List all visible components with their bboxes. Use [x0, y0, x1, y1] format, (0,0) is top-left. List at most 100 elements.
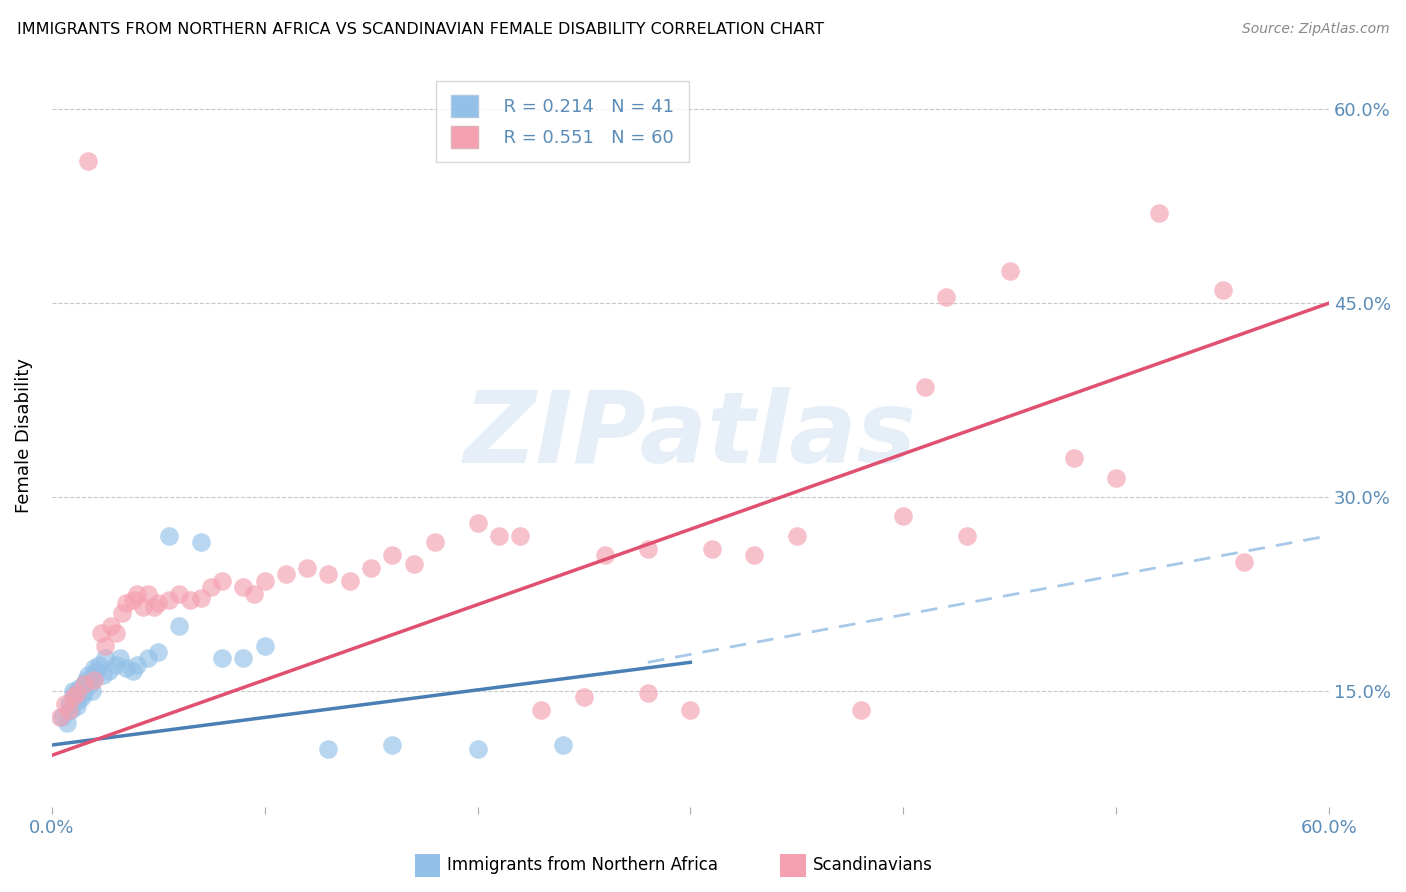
Point: [551, 738, 574, 752]
Point: [66, 686, 89, 700]
Point: [935, 290, 957, 304]
Point: [83, 660, 105, 674]
Point: [55, 716, 77, 731]
Point: [136, 587, 159, 601]
Point: [111, 606, 134, 620]
Legend:   R = 0.214   N = 41,   R = 0.551   N = 60: R = 0.214 N = 41, R = 0.551 N = 60: [436, 80, 689, 162]
Point: [488, 529, 510, 543]
Point: [73, 677, 96, 691]
Point: [94, 639, 117, 653]
Point: [75, 673, 97, 688]
Text: Scandinavians: Scandinavians: [813, 856, 932, 874]
Point: [530, 703, 553, 717]
Point: [115, 660, 138, 674]
Point: [53, 697, 76, 711]
Point: [86, 665, 108, 679]
Point: [83, 671, 105, 685]
Point: [509, 529, 531, 543]
Point: [73, 686, 96, 700]
Point: [232, 581, 254, 595]
Point: [200, 581, 222, 595]
Point: [62, 683, 84, 698]
Point: [148, 645, 170, 659]
Point: [679, 703, 702, 717]
Text: IMMIGRANTS FROM NORTHERN AFRICA VS SCANDINAVIAN FEMALE DISABILITY CORRELATION CH: IMMIGRANTS FROM NORTHERN AFRICA VS SCAND…: [17, 22, 824, 37]
Point: [125, 657, 148, 672]
Point: [1105, 470, 1128, 484]
Point: [49, 709, 72, 723]
Point: [70, 690, 93, 705]
Point: [63, 686, 86, 700]
Point: [402, 557, 425, 571]
Point: [381, 548, 404, 562]
Point: [51, 709, 73, 723]
Point: [700, 541, 723, 556]
Point: [100, 619, 122, 633]
Point: [121, 593, 143, 607]
Text: ZIPatlas: ZIPatlas: [464, 387, 917, 484]
Point: [108, 651, 131, 665]
Point: [572, 690, 595, 705]
Point: [148, 596, 170, 610]
Point: [274, 567, 297, 582]
Point: [339, 574, 361, 588]
Point: [67, 681, 90, 695]
Point: [77, 668, 100, 682]
Point: [253, 574, 276, 588]
Text: Source: ZipAtlas.com: Source: ZipAtlas.com: [1241, 22, 1389, 37]
Y-axis label: Female Disability: Female Disability: [15, 358, 32, 513]
Point: [58, 703, 80, 717]
Point: [59, 703, 82, 717]
Point: [360, 561, 382, 575]
Point: [637, 541, 659, 556]
Point: [115, 596, 138, 610]
Point: [786, 529, 808, 543]
Point: [62, 690, 84, 705]
Point: [1147, 205, 1170, 219]
Point: [169, 587, 191, 601]
Point: [467, 516, 489, 530]
Point: [142, 599, 165, 614]
Point: [1212, 283, 1234, 297]
Point: [90, 625, 112, 640]
Point: [295, 561, 318, 575]
Point: [1233, 555, 1256, 569]
Point: [94, 651, 117, 665]
Point: [62, 690, 84, 705]
Point: [891, 509, 914, 524]
Point: [58, 697, 80, 711]
Point: [136, 651, 159, 665]
Point: [157, 529, 180, 543]
Point: [232, 651, 254, 665]
Point: [637, 686, 659, 700]
Point: [593, 548, 616, 562]
Point: [956, 529, 979, 543]
Point: [849, 703, 872, 717]
Point: [169, 619, 191, 633]
Point: [104, 657, 127, 672]
Point: [82, 683, 104, 698]
Point: [125, 587, 148, 601]
Point: [98, 665, 121, 679]
Point: [66, 694, 89, 708]
Point: [83, 673, 105, 688]
Point: [914, 380, 936, 394]
Point: [318, 742, 340, 756]
Point: [318, 567, 340, 582]
Point: [211, 574, 233, 588]
Point: [87, 657, 110, 672]
Point: [66, 699, 89, 714]
Point: [104, 625, 127, 640]
Point: [190, 591, 212, 605]
Point: [467, 742, 489, 756]
Point: [423, 535, 446, 549]
Point: [157, 593, 180, 607]
Point: [73, 677, 96, 691]
Point: [211, 651, 233, 665]
Point: [1063, 451, 1085, 466]
Point: [381, 738, 404, 752]
Point: [243, 587, 266, 601]
Point: [132, 599, 155, 614]
Point: [79, 677, 101, 691]
Point: [742, 548, 765, 562]
